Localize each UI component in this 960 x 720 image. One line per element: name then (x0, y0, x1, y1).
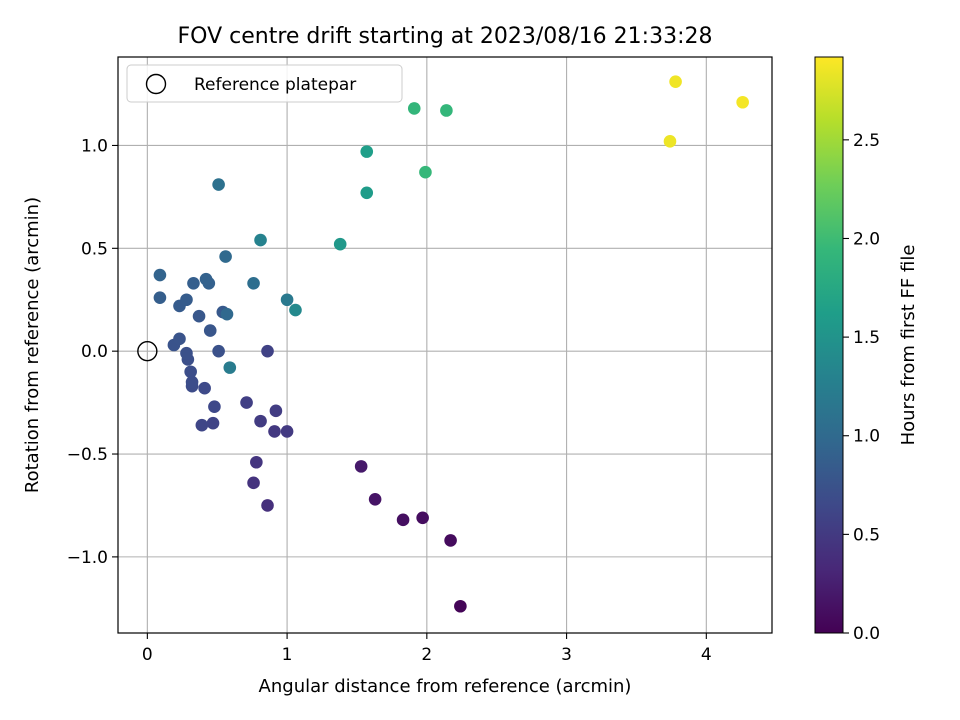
data-point (280, 425, 294, 438)
data-point (220, 307, 234, 321)
data-point (416, 511, 429, 525)
data-point (180, 293, 193, 307)
data-point (268, 425, 281, 438)
data-point (663, 135, 677, 148)
x-tick-label: 0 (142, 645, 153, 665)
data-point (192, 309, 206, 323)
data-point (195, 418, 209, 432)
colorbar-tick-label: 2.5 (853, 131, 880, 151)
data-point (206, 416, 220, 430)
data-point (440, 104, 453, 117)
x-tick-label: 2 (421, 645, 432, 665)
x-tick-label: 4 (701, 645, 712, 665)
data-point (254, 414, 267, 428)
legend-box (126, 64, 403, 103)
data-point (203, 324, 217, 337)
grid-lines (118, 57, 772, 633)
data-point (419, 165, 432, 179)
data-point (208, 400, 221, 414)
data-points (153, 75, 749, 613)
data-point (153, 268, 167, 282)
data-point (261, 344, 274, 358)
data-point (333, 237, 347, 251)
colorbar-ticks: 0.0 0.5 1.0 1.5 2.0 2.5 (843, 131, 880, 644)
data-point (360, 186, 374, 200)
data-point (407, 102, 421, 115)
colorbar (814, 56, 844, 634)
reference-platepar-marker (137, 340, 158, 362)
data-point (250, 455, 263, 469)
data-point (219, 250, 232, 263)
data-point (247, 276, 260, 290)
data-point (289, 303, 302, 317)
data-point (212, 178, 225, 191)
data-point (254, 233, 267, 247)
data-point (184, 365, 197, 379)
legend: Reference platepar (126, 64, 403, 103)
colorbar-label: Hours from first FF file (898, 245, 919, 446)
data-point (198, 381, 211, 395)
data-point (223, 361, 237, 374)
colorbar-tick-label: 2.0 (853, 229, 880, 249)
data-point (261, 499, 274, 512)
data-point (240, 396, 253, 409)
data-point (368, 492, 382, 506)
legend-open-circle-icon (145, 73, 167, 95)
data-point (269, 404, 283, 418)
data-point (153, 291, 167, 304)
chart-title: FOV centre drift starting at 2023/08/16 … (178, 24, 713, 49)
x-axis-ticks: 0 1 2 3 4 (142, 633, 712, 665)
y-tick-label: −0.5 (67, 445, 108, 465)
data-point (454, 599, 467, 613)
data-point (173, 332, 186, 346)
plot-frame (117, 56, 773, 634)
reference-marker-layer (137, 340, 158, 362)
y-tick-label: −1.0 (67, 548, 108, 568)
data-point (212, 344, 225, 358)
y-tick-label: 0.5 (81, 239, 108, 259)
data-point (187, 276, 200, 290)
data-point (199, 272, 213, 286)
colorbar-tick-label: 1.0 (853, 427, 880, 447)
data-point (185, 375, 199, 389)
data-point (444, 534, 457, 547)
y-axis-label: Rotation from reference (arcmin) (22, 197, 43, 493)
data-point (247, 476, 260, 490)
colorbar-tick-label: 1.5 (853, 328, 880, 348)
data-point (180, 346, 193, 360)
y-tick-label: 0.0 (81, 342, 108, 362)
data-point (360, 145, 374, 158)
x-tick-label: 1 (282, 645, 293, 665)
y-axis-ticks: −1.0 −0.5 0.0 0.5 1.0 (67, 136, 118, 568)
y-tick-label: 1.0 (81, 136, 108, 156)
colorbar-tick-label: 0.5 (853, 525, 880, 545)
data-point (669, 75, 682, 88)
legend-label: Reference platepar (194, 75, 356, 95)
x-tick-label: 3 (561, 645, 572, 665)
colorbar-tick-label: 0.0 (853, 624, 880, 644)
data-point (280, 293, 294, 307)
data-point (354, 460, 368, 473)
x-axis-label: Angular distance from reference (arcmin) (259, 676, 632, 697)
data-point (396, 513, 410, 527)
data-point (736, 95, 749, 109)
